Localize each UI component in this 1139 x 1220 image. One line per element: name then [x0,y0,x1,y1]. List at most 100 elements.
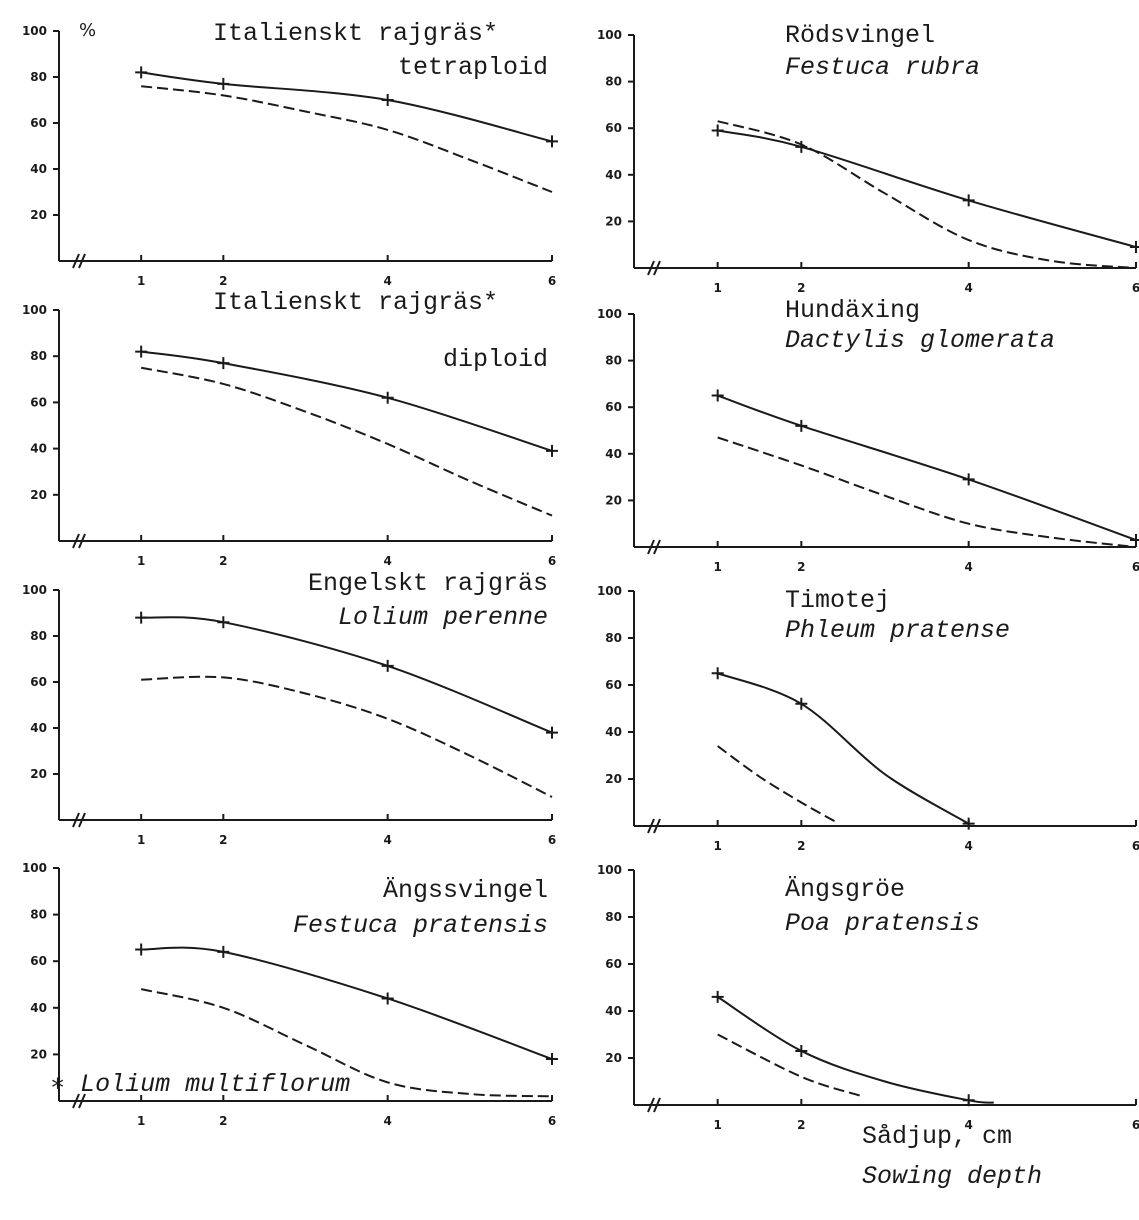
y-tick-label-100: 100 [597,28,622,42]
x-tick-label-6: 6 [548,274,556,288]
axis-break-mark [72,812,86,828]
data-point-marker [1130,241,1139,254]
chart-panel-3: 20 40 60 80 100 1 2 4 6 Italienskt rajgräs* diploi… [22,288,558,568]
panel-title: Italienskt rajgräs* [213,288,498,317]
x-tick-label-4: 4 [964,1118,972,1132]
footnote-star: ∗ [50,1070,66,1099]
x-tick-label-4: 4 [964,839,972,853]
data-point-marker [546,444,558,457]
data-point-marker [795,1044,808,1057]
data-point-marker [135,943,148,956]
data-point-marker [217,616,230,629]
data-point-marker [795,697,808,710]
chart-panel-1: 20 40 60 80 100 1 2 4 6% Italienskt rajgräs* tetra… [22,19,558,288]
x-tick-label-1: 1 [137,1114,145,1128]
x-tick-label-2: 2 [797,281,805,295]
data-point-marker [711,667,724,680]
series-line-dashed [140,366,553,517]
y-tick-label-20: 20 [605,772,622,786]
y-tick-label-100: 100 [597,863,622,877]
y-tick-label-80: 80 [30,70,47,84]
data-point-marker [1130,534,1139,547]
axis-break-mark [72,253,86,269]
x-tick-label-1: 1 [713,560,721,574]
data-point-marker [795,140,808,153]
panel-subtitle: Festuca pratensis [293,911,548,940]
panel-title: Ängsgröe [785,875,905,904]
x-tick-label-4: 4 [964,281,972,295]
x-tick-label-2: 2 [219,554,227,568]
panel-title: Engelskt rajgräs [308,569,548,598]
x-tick-label-1: 1 [713,281,721,295]
data-point-marker [135,66,148,79]
data-point-marker [217,357,230,370]
data-point-marker [217,77,230,90]
panel-subtitle: diploid [443,345,548,374]
panel-subtitle: Phleum pratense [785,616,1010,645]
y-tick-label-40: 40 [605,725,622,739]
y-tick-label-80: 80 [30,349,47,363]
x-tick-label-6: 6 [1132,1118,1139,1132]
data-point-marker [381,391,394,404]
y-tick-label-60: 60 [605,678,622,692]
x-tick-label-6: 6 [548,1114,556,1128]
axis-break-mark [647,260,661,276]
x-tick-label-6: 6 [548,554,556,568]
panel-title: Rödsvingel [785,21,935,50]
x-tick-label-2: 2 [797,560,805,574]
y-tick-label-100: 100 [22,861,47,875]
axis-break-mark [647,539,661,555]
axis-break-mark [72,1093,86,1109]
x-tick-label-2: 2 [219,274,227,288]
series-line-dashed [140,988,553,1098]
series-line-dashed [717,745,836,823]
data-point-marker [711,990,724,1003]
axis-break-mark [72,533,86,549]
series-line-solid [717,129,1137,248]
y-tick-label-100: 100 [22,303,47,317]
panel-title: Timotej [785,586,890,615]
y-tick-label-60: 60 [605,400,622,414]
series-line-solid [717,996,994,1104]
data-point-marker [546,1053,558,1066]
y-tick-label-20: 20 [605,214,622,228]
data-point-marker [962,194,975,207]
data-point-marker [546,726,558,739]
x-tick-label-4: 4 [383,554,391,568]
series-line-solid [141,350,553,452]
data-point-marker [795,419,808,432]
y-tick-label-60: 60 [30,395,47,409]
footnote-text: Lolium multiflorum [80,1070,351,1099]
y-tick-label-100: 100 [22,24,47,38]
y-tick-label-40: 40 [605,168,622,182]
x-tick-label-2: 2 [797,839,805,853]
axis-break-mark [647,1097,661,1113]
series-line-solid [141,71,553,143]
y-tick-label-80: 80 [605,75,622,89]
x-tick-label-4: 4 [964,560,972,574]
chart-panel-5: 20 40 60 80 100 1 2 4 6 Engelskt rajgräs Lolium pe… [22,569,558,847]
panel-title: Ängssvingel [383,876,548,905]
y-tick-label-80: 80 [605,631,622,645]
series-line-dashed [717,1033,861,1097]
x-tick-label-4: 4 [383,833,391,847]
footnote: ∗ Lolium multiflorum [50,1068,350,1099]
data-point-marker [217,945,230,958]
y-tick-label-40: 40 [605,447,622,461]
y-tick-label-60: 60 [605,121,622,135]
data-point-marker [962,473,975,486]
y-tick-label-20: 20 [30,1047,47,1061]
y-tick-label-80: 80 [605,910,622,924]
y-tick-label-20: 20 [30,488,47,502]
y-tick-label-20: 20 [30,767,47,781]
x-tick-label-4: 4 [383,274,391,288]
x-tick-label-6: 6 [1132,560,1139,574]
y-tick-label-40: 40 [605,1004,622,1018]
chart-panel-2: 20 40 60 80 100 1 2 4 6 Rödsvingel Festuca rubra [597,21,1139,295]
series-line-dashed [141,85,553,193]
panel-subtitle: Poa pratensis [785,909,980,938]
x-tick-label-1: 1 [713,1118,721,1132]
